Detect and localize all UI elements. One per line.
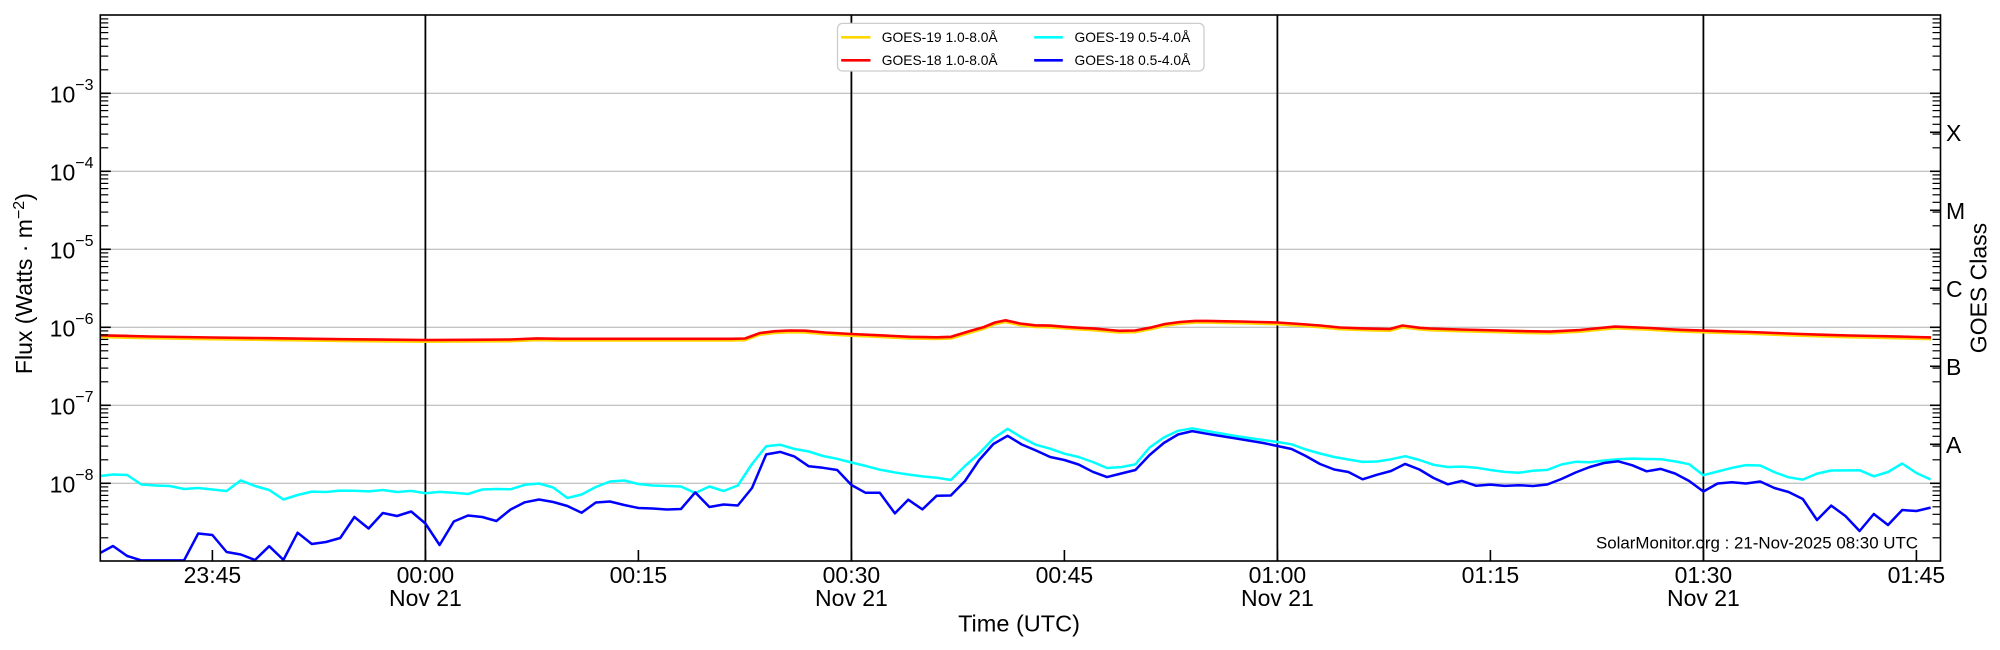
svg-text:00:15: 00:15 <box>610 562 668 588</box>
svg-text:Nov 21: Nov 21 <box>815 585 888 611</box>
svg-text:GOES-19 1.0-8.0Å: GOES-19 1.0-8.0Å <box>882 29 999 45</box>
svg-text:Time (UTC): Time (UTC) <box>958 610 1080 636</box>
svg-text:00:00: 00:00 <box>397 562 455 588</box>
svg-text:Nov 21: Nov 21 <box>1667 585 1740 611</box>
svg-text:C: C <box>1946 276 1963 302</box>
svg-text:GOES-19 0.5-4.0Å: GOES-19 0.5-4.0Å <box>1075 29 1192 45</box>
svg-text:GOES Class: GOES Class <box>1966 223 1992 353</box>
svg-text:B: B <box>1946 354 1961 380</box>
svg-text:01:30: 01:30 <box>1675 562 1733 588</box>
svg-text:01:45: 01:45 <box>1888 562 1946 588</box>
svg-text:GOES-18 1.0-8.0Å: GOES-18 1.0-8.0Å <box>882 52 999 68</box>
svg-text:00:30: 00:30 <box>823 562 881 588</box>
svg-text:Nov 21: Nov 21 <box>1241 585 1314 611</box>
svg-text:SolarMonitor.org : 21-Nov-2025: SolarMonitor.org : 21-Nov-2025 08:30 UTC <box>1596 534 1918 553</box>
svg-text:Nov 21: Nov 21 <box>389 585 462 611</box>
svg-text:GOES-18 0.5-4.0Å: GOES-18 0.5-4.0Å <box>1075 52 1192 68</box>
svg-text:10−6: 10−6 <box>50 311 94 342</box>
svg-text:Flux (Watts · m−2): Flux (Watts · m−2) <box>11 193 37 374</box>
svg-text:23:45: 23:45 <box>184 562 242 588</box>
svg-text:A: A <box>1946 432 1962 458</box>
svg-text:X: X <box>1946 120 1961 146</box>
svg-text:00:45: 00:45 <box>1036 562 1094 588</box>
svg-text:01:00: 01:00 <box>1249 562 1307 588</box>
svg-text:01:15: 01:15 <box>1462 562 1520 588</box>
svg-text:M: M <box>1946 198 1965 224</box>
